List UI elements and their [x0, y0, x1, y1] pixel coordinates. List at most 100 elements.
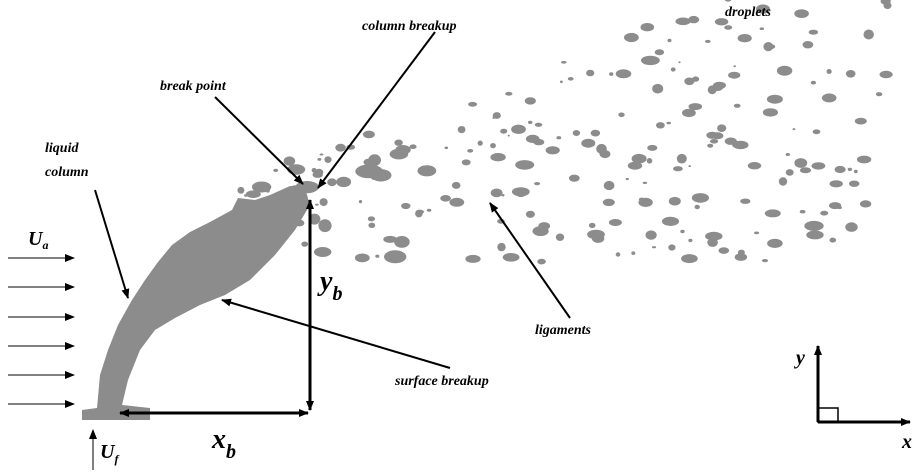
- droplet: [813, 130, 818, 133]
- droplet: [689, 103, 703, 110]
- droplet: [236, 235, 244, 242]
- right-angle: [818, 408, 838, 422]
- spray: [82, 0, 893, 420]
- droplet: [794, 9, 809, 18]
- droplet: [616, 69, 632, 78]
- droplet: [294, 220, 304, 227]
- droplet: [719, 247, 730, 254]
- droplet: [368, 223, 375, 228]
- droplet: [500, 129, 507, 134]
- droplet: [375, 255, 379, 258]
- droplet: [820, 211, 828, 216]
- droplet: [707, 238, 718, 247]
- droplet: [835, 166, 846, 173]
- droplet: [394, 236, 410, 248]
- droplet: [467, 149, 473, 153]
- label: droplets: [725, 5, 771, 20]
- label: break point: [160, 79, 227, 94]
- droplet: [767, 95, 783, 104]
- label: column: [45, 165, 89, 180]
- droplet: [624, 33, 639, 42]
- droplet: [733, 141, 749, 149]
- droplet: [327, 178, 337, 186]
- droplet: [705, 40, 711, 43]
- droplet: [846, 70, 856, 78]
- droplet: [811, 81, 816, 85]
- droplet: [628, 162, 642, 170]
- droplet: [586, 70, 594, 77]
- droplet: [626, 178, 629, 180]
- droplet: [724, 25, 732, 30]
- symbol-main: y: [317, 266, 333, 297]
- droplet: [505, 92, 512, 96]
- droplet: [528, 121, 532, 124]
- droplet: [596, 144, 607, 154]
- symbol: Uf: [100, 441, 119, 466]
- droplet: [688, 239, 692, 242]
- droplet: [609, 72, 613, 76]
- droplet: [315, 204, 319, 206]
- droplet: [639, 198, 645, 201]
- droplet: [465, 255, 480, 263]
- droplet: [671, 67, 676, 71]
- droplet: [284, 156, 296, 165]
- droplet: [288, 199, 292, 203]
- droplet: [673, 166, 683, 171]
- droplet: [515, 160, 534, 170]
- droplet: [478, 141, 483, 146]
- droplet: [692, 76, 699, 81]
- droplet: [794, 158, 807, 168]
- droplet: [804, 221, 823, 231]
- droplet: [537, 259, 546, 265]
- droplet: [646, 230, 657, 239]
- droplet: [266, 188, 270, 192]
- droplet: [829, 202, 841, 209]
- droplet: [806, 230, 823, 239]
- droplet: [855, 118, 867, 125]
- droplet: [526, 135, 540, 143]
- droplet: [383, 236, 397, 243]
- droplet: [355, 254, 370, 263]
- droplet: [793, 128, 796, 130]
- label: ligaments: [535, 323, 592, 338]
- droplet: [452, 182, 461, 189]
- droplet: [390, 149, 409, 160]
- droplet: [560, 81, 563, 84]
- droplet: [662, 217, 679, 226]
- droplet: [762, 259, 768, 262]
- droplet: [707, 144, 713, 148]
- droplet: [301, 242, 308, 247]
- droplet: [278, 216, 292, 228]
- droplet: [647, 145, 657, 151]
- droplet: [734, 104, 741, 108]
- droplet: [589, 223, 596, 228]
- droplet: [676, 18, 691, 26]
- droplet: [525, 97, 536, 104]
- axis-label: x: [901, 431, 912, 453]
- droplet: [677, 154, 687, 164]
- droplet: [296, 199, 300, 202]
- droplet: [763, 108, 778, 116]
- droplet: [533, 226, 549, 236]
- droplet: [681, 254, 698, 263]
- droplet: [830, 180, 843, 187]
- droplet: [324, 156, 331, 163]
- droplet: [860, 200, 871, 207]
- droplet: [680, 230, 684, 233]
- droplet: [445, 147, 449, 150]
- droplet: [568, 77, 574, 81]
- droplet: [535, 123, 543, 127]
- droplet: [449, 198, 464, 207]
- droplet: [830, 238, 837, 243]
- droplet: [803, 41, 814, 48]
- droplet: [779, 177, 787, 185]
- droplet: [765, 209, 781, 217]
- droplet: [854, 170, 858, 173]
- droplet: [491, 189, 503, 198]
- droplet: [748, 162, 761, 169]
- droplet: [394, 140, 402, 146]
- symbol-sub: b: [226, 441, 236, 463]
- droplet: [581, 139, 595, 148]
- droplet: [864, 30, 874, 40]
- pointer: [222, 300, 450, 368]
